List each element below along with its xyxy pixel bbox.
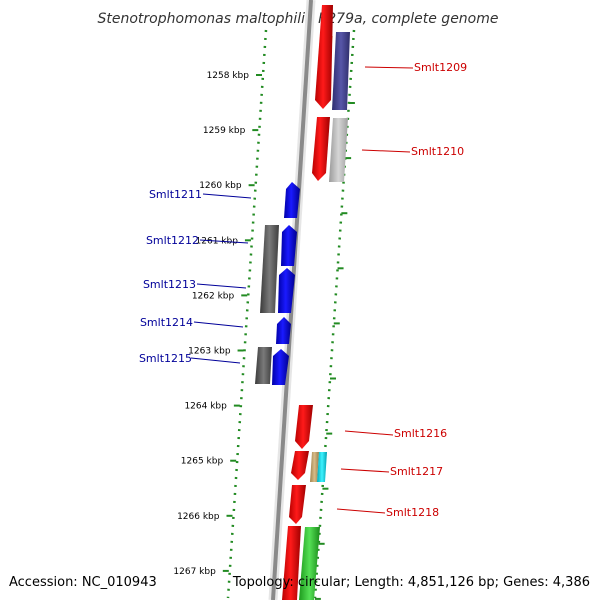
- gene-smlt1214-arrow[interactable]: [276, 317, 291, 344]
- gene-label-smlt1215[interactable]: Smlt1215: [139, 352, 192, 365]
- gene-smlt1217-arrow[interactable]: [291, 451, 309, 480]
- gray-feature-lower[interactable]: [255, 347, 272, 384]
- gene-label-smlt1212[interactable]: Smlt1212: [146, 234, 199, 247]
- scale-tick-label: 1258 kbp: [207, 71, 250, 81]
- gene-smlt1210-arrow[interactable]: [312, 117, 330, 181]
- scale-tick-label: 1266 kbp: [177, 512, 220, 522]
- gene-leader-lines: [190, 66, 414, 514]
- gene-smlt1212-arrow[interactable]: [281, 225, 297, 266]
- gene-label-smlt1216[interactable]: Smlt1216: [394, 427, 447, 440]
- gray-feature-upper[interactable]: [260, 225, 279, 313]
- scale-tick-label: 1260 kbp: [199, 181, 242, 191]
- gene-smlt1213-arrow[interactable]: [278, 268, 295, 313]
- tan-feature[interactable]: [310, 452, 319, 482]
- outer-right-dotted-track: [313, 29, 356, 599]
- light-gray-feature[interactable]: [329, 118, 348, 182]
- gene-smlt1209-arrow[interactable]: [315, 5, 333, 109]
- plus-strand-features: [282, 5, 350, 600]
- map-title: Stenotrophomonas maltophilia K279a, comp…: [98, 11, 499, 27]
- outer-left-dotted-track: [226, 29, 268, 599]
- gene-label-smlt1214[interactable]: Smlt1214: [140, 316, 193, 329]
- red-feature-bottom[interactable]: [282, 526, 301, 600]
- gene-smlt1215-arrow[interactable]: [272, 349, 289, 385]
- minus-strand-features: [255, 182, 300, 385]
- scale-tick-label: 1259 kbp: [203, 126, 246, 136]
- gene-smlt1211-arrow[interactable]: [284, 182, 300, 218]
- purple-feature[interactable]: [332, 32, 350, 110]
- topology-text: Topology: circular; Length: 4,851,126 bp…: [232, 575, 590, 590]
- green-feature[interactable]: [299, 527, 320, 600]
- gene-labels: Smlt1209 Smlt1210 Smlt1211 Smlt1212 Smlt…: [139, 61, 467, 519]
- scale-tick-label: 1264 kbp: [184, 402, 227, 412]
- gene-label-smlt1210[interactable]: Smlt1210: [411, 145, 464, 158]
- gene-smlt1218-arrow[interactable]: [289, 485, 306, 524]
- scale-tick-label: 1265 kbp: [181, 457, 224, 467]
- scale-tick-label: 1267 kbp: [173, 567, 216, 577]
- gene-label-smlt1211[interactable]: Smlt1211: [149, 188, 202, 201]
- scale-tick-label: 1263 kbp: [188, 347, 231, 357]
- gene-label-smlt1217[interactable]: Smlt1217: [390, 465, 443, 478]
- gene-label-smlt1218[interactable]: Smlt1218: [386, 506, 439, 519]
- accession-text: Accession: NC_010943: [9, 575, 157, 590]
- gene-label-smlt1213[interactable]: Smlt1213: [143, 278, 196, 291]
- gene-label-smlt1209[interactable]: Smlt1209: [414, 61, 467, 74]
- gene-smlt1216-arrow[interactable]: [295, 405, 313, 449]
- scale-tick-label: 1262 kbp: [192, 291, 235, 301]
- cyan-feature[interactable]: [317, 452, 327, 482]
